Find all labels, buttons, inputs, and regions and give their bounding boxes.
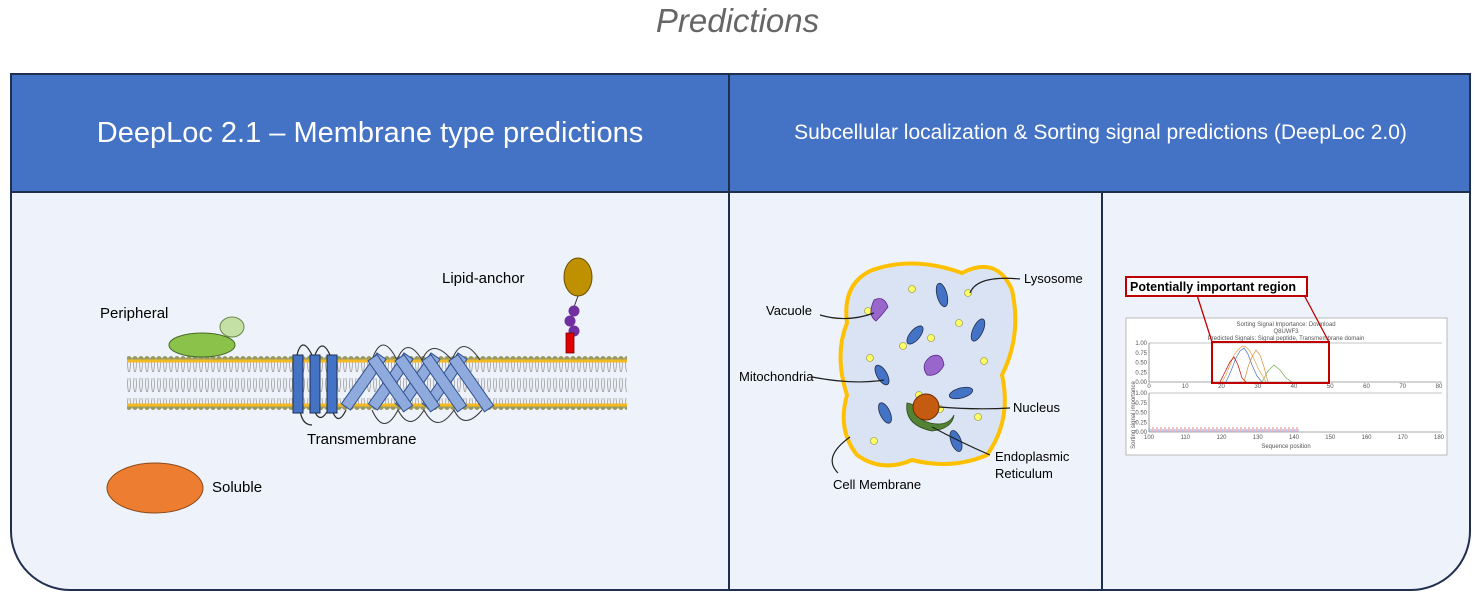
lipid-anchor-label: Lipid-anchor: [442, 270, 525, 287]
subpanel-divider: [1101, 191, 1103, 589]
peripheral-protein: [168, 316, 245, 358]
header-divider: [12, 191, 1469, 193]
diagram-canvas: Peripheral Transmembrane: [100, 257, 1448, 514]
plot-x-tick: 20: [1218, 384, 1225, 390]
plot-y-tick: 0.00: [1135, 430, 1147, 436]
plot-x-tick: 160: [1361, 435, 1372, 441]
plot-x-tick: 50: [1327, 384, 1334, 390]
plot-predicted-signals: Predicted Signals: Signal peptide, Trans…: [1208, 336, 1364, 342]
nucleus-label: Nucleus: [1013, 400, 1060, 415]
page-title: Predictions: [655, 2, 820, 39]
predictions-frame: DeepLoc 2.1 – Membrane type predictions …: [10, 73, 1471, 591]
plot-y-label: Sorting signal importance: [1131, 380, 1137, 448]
transmembrane-helices: [292, 344, 347, 426]
importance-peaks: [1219, 345, 1293, 383]
callout-lines: [811, 277, 1021, 474]
plot-y-tick: 0.50: [1135, 411, 1147, 417]
plot-x-tick: 10: [1182, 384, 1189, 390]
highlight-label: Potentially important region: [1130, 280, 1296, 294]
soluble-protein: [106, 462, 204, 514]
plot-y-tick: 0.00: [1135, 380, 1147, 386]
plot-title: Sorting Signal Importance: Download: [1236, 322, 1335, 328]
plot-y-tick: 0.50: [1135, 361, 1147, 367]
plot-y-tick: 1.00: [1135, 391, 1147, 397]
beta-barrel: [340, 344, 495, 425]
lipid-anchor-protein: [563, 257, 593, 354]
plot-x-tick: 100: [1144, 435, 1155, 441]
plot-x-tick: 70: [1399, 384, 1406, 390]
plot-x-tick: 150: [1325, 435, 1336, 441]
plot-x-tick: 180: [1434, 435, 1445, 441]
soluble-label: Soluble: [212, 479, 262, 496]
plot-x-tick: 30: [1254, 384, 1261, 390]
er-label-line1: Endoplasmic: [995, 449, 1070, 464]
vacuole-label: Vacuole: [766, 303, 812, 318]
transmembrane-label: Transmembrane: [307, 431, 416, 448]
plot-x-tick: 130: [1253, 435, 1264, 441]
plot-y-tick: 0.75: [1135, 351, 1147, 357]
plot-x-tick: 0: [1147, 384, 1151, 390]
plot-protein-id: Q8UWF3: [1273, 329, 1299, 335]
panel-divider: [728, 75, 730, 589]
cell-membrane-label: Cell Membrane: [833, 477, 921, 492]
plot-x-tick: 120: [1216, 435, 1227, 441]
cell-diagram: [838, 261, 1018, 468]
highlight-label-box: [1125, 276, 1308, 297]
mitochondria-label: Mitochondria: [739, 369, 814, 384]
er-label-line2: Reticulum: [995, 466, 1053, 481]
lysosome-label: Lysosome: [1024, 271, 1083, 286]
peripheral-label: Peripheral: [100, 305, 168, 322]
plot-x-tick: 80: [1436, 384, 1443, 390]
plot-x-tick: 60: [1363, 384, 1370, 390]
plot-x-tick: 40: [1291, 384, 1298, 390]
plot-x-tick: 140: [1289, 435, 1300, 441]
plot-y-tick: 0.25: [1135, 420, 1147, 426]
plot-y-tick: 0.25: [1135, 370, 1147, 376]
plot-x-tick: 170: [1398, 435, 1409, 441]
plot-y-tick: 0.75: [1135, 401, 1147, 407]
membrane-type-header: DeepLoc 2.1 – Membrane type predictions: [12, 75, 728, 191]
plot-y-tick: 1.00: [1135, 341, 1147, 347]
plot-x-tick: 110: [1180, 435, 1190, 441]
localization-header: Subcellular localization & Sorting signa…: [730, 75, 1469, 191]
plot-x-label: Sequence position: [1261, 444, 1310, 450]
highlight-region-box: [1211, 341, 1330, 384]
sorting-signal-plot: Sorting Signal Importance: Download Q8UW…: [1125, 276, 1448, 456]
